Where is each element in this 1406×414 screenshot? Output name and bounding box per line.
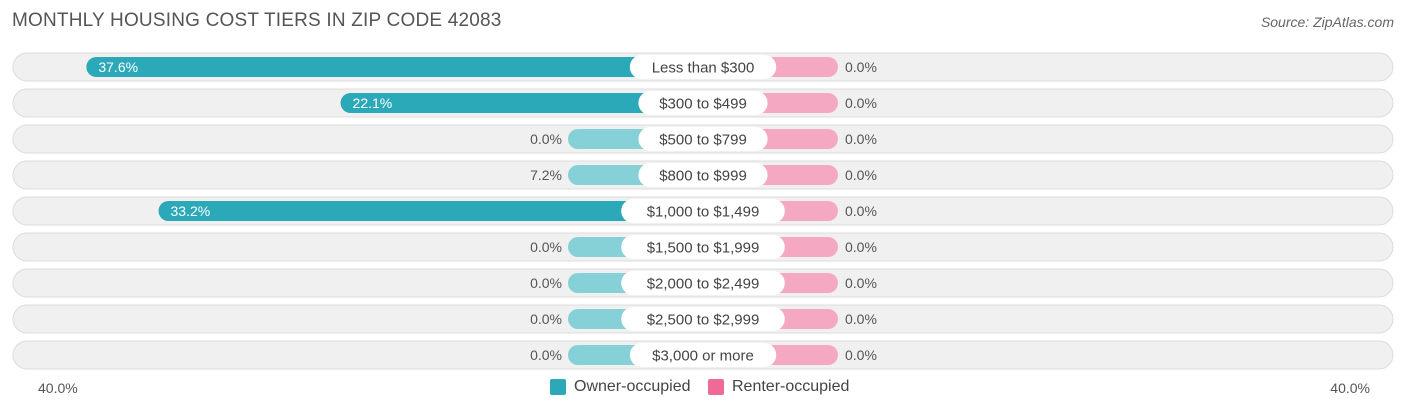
legend-swatch-owner (550, 379, 566, 395)
category-pill (621, 271, 785, 295)
legend: Owner-occupied Renter-occupied (0, 378, 1406, 400)
axis-right-label: 40.0% (1330, 380, 1370, 396)
axis-left-label: 40.0% (38, 380, 78, 396)
category-pill (621, 199, 785, 223)
bar-owner (158, 201, 703, 221)
category-label: $2,500 to $2,999 (647, 312, 760, 329)
legend-item-owner[interactable]: Owner-occupied (550, 378, 691, 396)
category-pill (638, 127, 768, 151)
category-label: Less than $300 (652, 60, 755, 77)
data-label-renter: 0.0% (845, 275, 877, 291)
category-pill (638, 91, 768, 115)
data-label-owner: 0.0% (530, 275, 562, 291)
data-label-owner: 0.0% (530, 239, 562, 255)
legend-swatch-renter (708, 379, 724, 395)
data-label-renter: 0.0% (845, 311, 877, 327)
legend-label-owner: Owner-occupied (574, 378, 691, 395)
category-pill (629, 55, 777, 79)
data-label-renter: 0.0% (845, 167, 877, 183)
data-label-owner: 37.6% (98, 59, 138, 75)
category-label: $2,000 to $2,499 (647, 276, 760, 293)
category-label: $800 to $999 (659, 168, 747, 185)
bar-owner (340, 93, 703, 113)
category-pill (621, 235, 785, 259)
chart-area: 37.6% 0.0% Less than $300 22.1% 0.0% $300 to … (12, 52, 1394, 370)
data-label-owner: 0.0% (530, 311, 562, 327)
data-label-owner: 33.2% (171, 203, 211, 219)
bar-owner (86, 57, 704, 77)
category-pill (621, 307, 785, 331)
category-label: $1,500 to $1,999 (647, 240, 760, 257)
data-label-renter: 0.0% (845, 203, 877, 219)
data-label-renter: 0.0% (845, 131, 877, 147)
data-label-renter: 0.0% (845, 347, 877, 363)
category-label: $300 to $499 (659, 96, 747, 113)
data-label-owner: 22.1% (353, 95, 393, 111)
data-label-renter: 0.0% (845, 59, 877, 75)
category-label: $500 to $799 (659, 132, 747, 149)
category-pill (638, 163, 768, 187)
data-label-renter: 0.0% (845, 95, 877, 111)
category-label: $3,000 or more (652, 348, 754, 365)
data-label-owner: 0.0% (530, 347, 562, 363)
legend-label-renter: Renter-occupied (732, 378, 850, 395)
chart-title: MONTHLY HOUSING COST TIERS IN ZIP CODE 4… (12, 10, 502, 31)
data-label-owner: 7.2% (530, 167, 562, 183)
data-label-owner: 0.0% (530, 131, 562, 147)
legend-item-renter[interactable]: Renter-occupied (708, 378, 849, 396)
category-label: $1,000 to $1,499 (647, 204, 760, 221)
data-label-renter: 0.0% (845, 239, 877, 255)
source-label: Source: ZipAtlas.com (1260, 14, 1394, 30)
category-pill (629, 343, 777, 367)
